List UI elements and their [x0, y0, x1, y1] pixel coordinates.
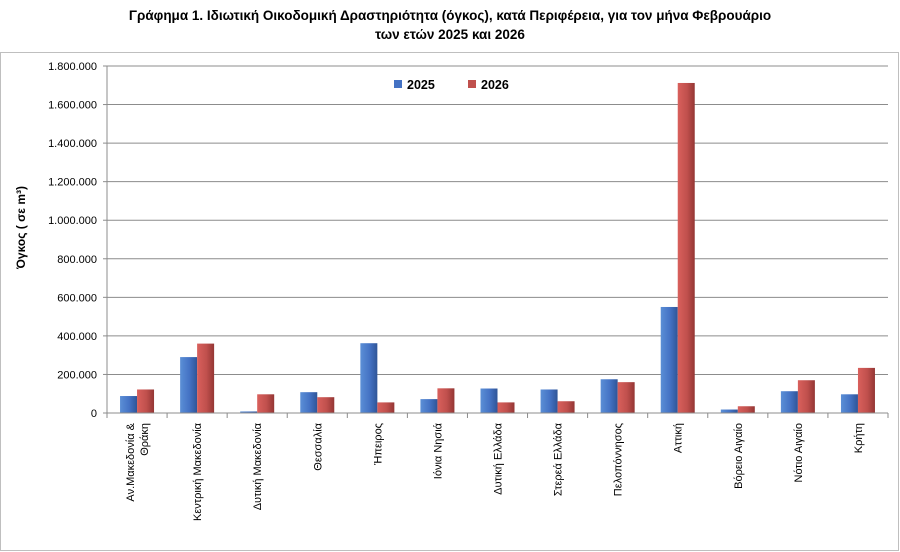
- bar-2025: [240, 411, 258, 413]
- y-tick-label: 1.800.000: [48, 61, 97, 73]
- legend-label-2025: 2025: [407, 78, 435, 92]
- bar-2026: [317, 397, 335, 413]
- y-axis-label-group: Όγκος ( σε m³): [14, 186, 28, 270]
- bar-2026: [617, 382, 635, 413]
- y-axis-label: Όγκος ( σε m³): [14, 186, 28, 270]
- x-category-label: Κεντρική Μακεδονία: [192, 422, 204, 521]
- y-tick-label: 0: [91, 408, 97, 420]
- gridlines: [107, 65, 888, 375]
- x-category-label: Νότιο Αιγαίο: [793, 423, 805, 482]
- bar-2026: [557, 401, 575, 413]
- x-category-label: Δυτική Μακεδονία: [252, 422, 264, 510]
- y-tick-label: 600.000: [57, 292, 97, 304]
- bars: [120, 82, 875, 413]
- y-tick-label: 800.000: [57, 254, 97, 266]
- chart-title: Γράφημα 1. Ιδιωτική Οικοδομική Δραστηριό…: [0, 6, 900, 44]
- legend: 2025 2026: [394, 78, 509, 92]
- bar-2026: [377, 402, 395, 413]
- x-category-label: Ήπειρος: [372, 423, 384, 466]
- x-category-labels: Αν.Μακεδονία & Θράκη Κεντρική Μακεδονία Δυτ…: [125, 422, 865, 521]
- bar-2025: [180, 357, 198, 413]
- x-category-label: Αττική: [673, 423, 685, 453]
- bar-2025: [300, 392, 318, 413]
- bar-2026: [497, 402, 515, 413]
- bar-2025: [720, 409, 738, 413]
- bar-2025: [840, 394, 858, 413]
- y-tick-label: 1.400.000: [48, 138, 97, 150]
- bar-2026: [797, 380, 815, 413]
- bar-2026: [737, 406, 755, 413]
- chart-title-line-1: Γράφημα 1. Ιδιωτική Οικοδομική Δραστηριό…: [128, 8, 772, 23]
- bar-2025: [480, 388, 498, 413]
- legend-swatch-2025: [394, 80, 402, 88]
- bar-2026: [437, 388, 455, 413]
- x-category-label: Πελοπόννησος: [613, 423, 625, 496]
- y-tick-label: 1.600.000: [48, 100, 97, 112]
- bar-2025: [420, 399, 438, 413]
- x-category-label: Θεσσαλία: [312, 422, 324, 470]
- legend-label-2026: 2026: [481, 78, 509, 92]
- bar-2026: [257, 394, 275, 413]
- y-tick-label: 200.000: [57, 369, 97, 381]
- chart-title-line-2: των ετών 2025 και 2026: [375, 27, 525, 42]
- bar-2025: [540, 389, 558, 413]
- y-tick-label: 1.000.000: [48, 215, 97, 227]
- x-category-label: Ιόνια Νησιά: [432, 422, 444, 479]
- bar-2025: [660, 306, 678, 413]
- bar-2026: [677, 82, 695, 413]
- y-tick-label: 1.200.000: [48, 177, 97, 189]
- x-category-label: Στερεά Ελλάδα: [553, 422, 565, 496]
- y-tick-labels: 0 200.000 400.000 600.000 800.000 1.000.000 1.…: [48, 61, 97, 420]
- bar-2025: [600, 379, 618, 413]
- chart-frame: [0, 52, 899, 551]
- bar-2025: [120, 396, 138, 413]
- x-category-label: Κρήτη: [853, 423, 865, 453]
- bar-2025: [360, 343, 378, 413]
- x-category-label: Βόρειο Αιγαίο: [733, 423, 745, 489]
- x-category-label: Δυτική Ελλάδα: [493, 422, 505, 494]
- y-tick-label: 400.000: [57, 331, 97, 343]
- x-category-label: Αν.Μακεδονία & Θράκη: [125, 422, 151, 501]
- bar-2026: [137, 389, 155, 413]
- legend-swatch-2026: [468, 80, 476, 88]
- bar-2026: [857, 367, 875, 413]
- bar-2025: [780, 391, 798, 413]
- axes: [103, 65, 889, 418]
- bar-2026: [197, 343, 215, 413]
